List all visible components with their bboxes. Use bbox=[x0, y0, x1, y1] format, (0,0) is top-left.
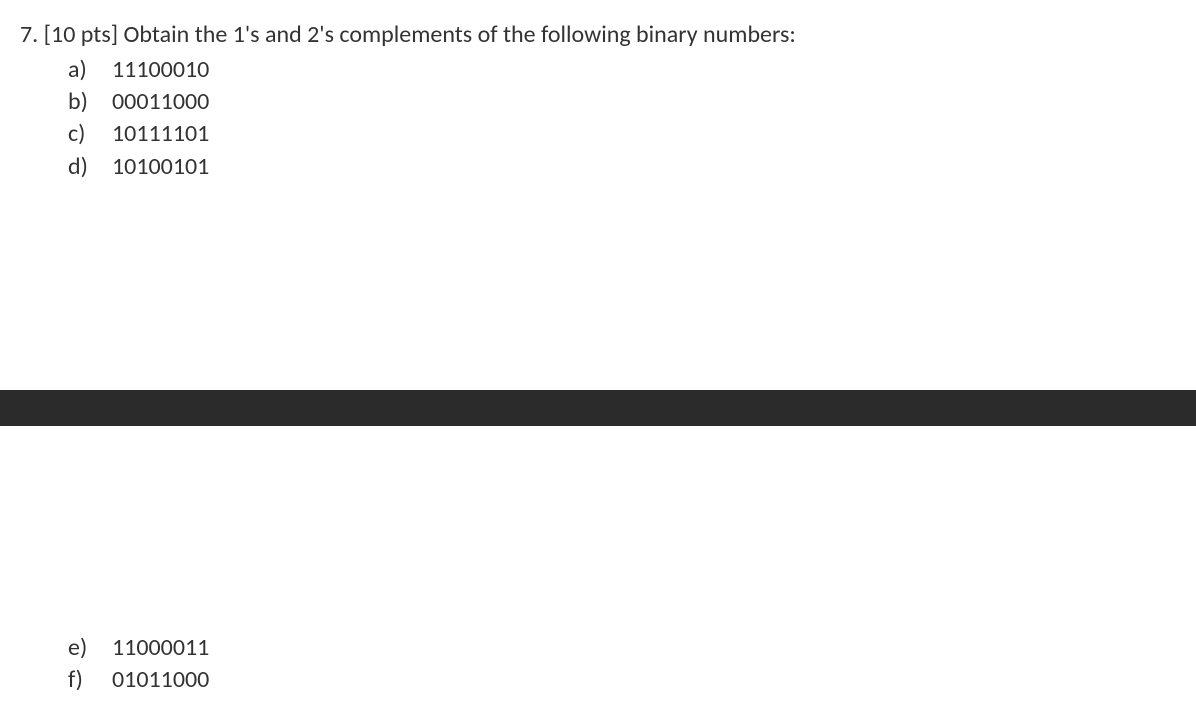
list-value: 10111101 bbox=[104, 118, 209, 150]
list-item: d) 10100101 bbox=[68, 151, 1176, 183]
list-item: c) 10111101 bbox=[68, 118, 1176, 150]
question-block: 7. [10 pts] Obtain the 1's and 2's compl… bbox=[0, 0, 1196, 201]
question-prompt-line: 7. [10 pts] Obtain the 1's and 2's compl… bbox=[20, 18, 1176, 52]
list-letter: a) bbox=[68, 54, 104, 86]
list-letter: c) bbox=[68, 118, 104, 150]
list-letter: d) bbox=[68, 151, 104, 183]
separator-bar bbox=[0, 390, 1196, 426]
list-item: e) 11000011 bbox=[68, 632, 209, 664]
list-value: 00011000 bbox=[104, 86, 209, 118]
list-value: 01011000 bbox=[104, 664, 209, 696]
list-item: a) 11100010 bbox=[68, 54, 1176, 86]
list-value: 10100101 bbox=[104, 151, 209, 183]
list-letter: e) bbox=[68, 632, 104, 664]
answer-list-second: e) 11000011 f) 01011000 bbox=[20, 632, 209, 697]
list-letter: f) bbox=[68, 664, 104, 696]
list-value: 11000011 bbox=[104, 632, 209, 664]
answer-list-first: a) 11100010 b) 00011000 c) 10111101 d) 1… bbox=[20, 54, 1176, 184]
list-item: b) 00011000 bbox=[68, 86, 1176, 118]
question-prompt: Obtain the 1's and 2's complements of th… bbox=[124, 20, 796, 49]
list-value: 11100010 bbox=[104, 54, 209, 86]
question-points: [10 pts] bbox=[44, 20, 118, 49]
question-number: 7. bbox=[20, 20, 38, 49]
list-item: f) 01011000 bbox=[68, 664, 209, 696]
answer-list-second-wrapper: e) 11000011 f) 01011000 bbox=[20, 630, 209, 697]
list-letter: b) bbox=[68, 86, 104, 118]
